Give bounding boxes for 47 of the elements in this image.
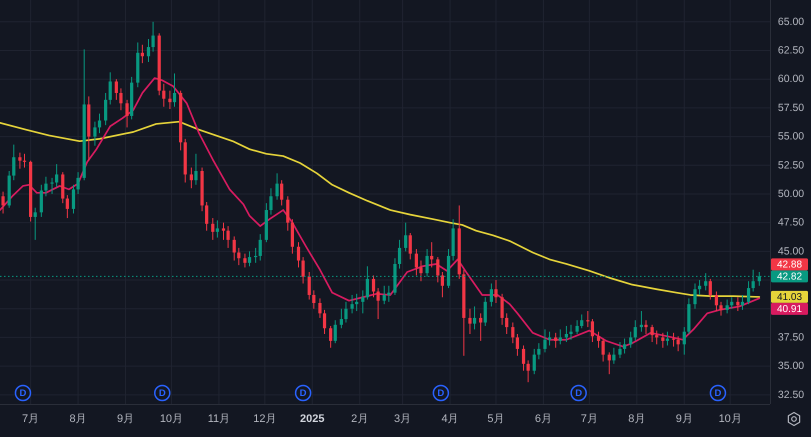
ref-line-label: 42.82 xyxy=(776,271,802,282)
annotation-marker: D xyxy=(14,384,32,402)
annotation-marker: D xyxy=(570,384,587,402)
y-tick-label: 50.00 xyxy=(778,188,804,200)
x-tick-label: 7月 xyxy=(22,413,40,425)
data-label: 40.91 xyxy=(776,304,802,315)
y-tick-label: 45.00 xyxy=(778,245,804,258)
x-tick-label: 12月 xyxy=(253,413,276,425)
x-tick-label: 9月 xyxy=(676,413,693,425)
x-tick-label: 7月 xyxy=(580,413,598,425)
x-tick-label: 5月 xyxy=(487,413,505,425)
annotation: D xyxy=(158,388,166,399)
y-tick-label: 57.50 xyxy=(778,102,804,114)
annotation-price-label: 42.88 xyxy=(771,258,808,270)
annotation: D xyxy=(20,388,27,399)
annotation-marker: D xyxy=(294,384,312,402)
y-tick-label: 35.00 xyxy=(778,360,804,372)
x-tick-label: 11月 xyxy=(208,413,230,425)
x-tick-label: 2025 xyxy=(300,413,325,425)
x-tick-label: 8月 xyxy=(70,413,87,425)
annotation-marker: D xyxy=(710,384,726,402)
annotation: D xyxy=(300,388,307,399)
x-tick-label: 10月 xyxy=(718,413,742,425)
x-tick-label: 10月 xyxy=(160,413,184,425)
x-tick-label: 8月 xyxy=(628,413,646,425)
annotation-marker: D xyxy=(432,384,450,402)
y-tick-label: 65.00 xyxy=(778,16,804,28)
annotation: 42.88 xyxy=(776,259,802,270)
y-tick-label: 37.50 xyxy=(778,331,804,344)
annotation: D xyxy=(575,388,582,399)
series-value-label: 41.03 xyxy=(771,290,808,303)
y-tick-label: 62.50 xyxy=(778,44,804,56)
annotation: D xyxy=(714,388,722,399)
ref-line-label: 42.82 xyxy=(771,270,808,282)
y-tick-label: 32.50 xyxy=(778,388,804,401)
x-tick-label: 4月 xyxy=(442,413,459,425)
x-tick-label: 2月 xyxy=(351,413,368,425)
x-tick-label: 3月 xyxy=(394,413,412,425)
x-tick-label: 9月 xyxy=(116,413,134,425)
y-tick-label: 55.00 xyxy=(778,130,804,143)
y-tick-label: 60.00 xyxy=(778,73,804,86)
series-value-label: 40.91 xyxy=(771,302,808,315)
x-tick-label: 6月 xyxy=(534,413,552,425)
y-tick-label: 52.50 xyxy=(778,159,804,172)
annotation: D xyxy=(437,388,444,399)
y-tick-label: 47.50 xyxy=(778,216,804,229)
data-label: 41.03 xyxy=(776,292,802,303)
